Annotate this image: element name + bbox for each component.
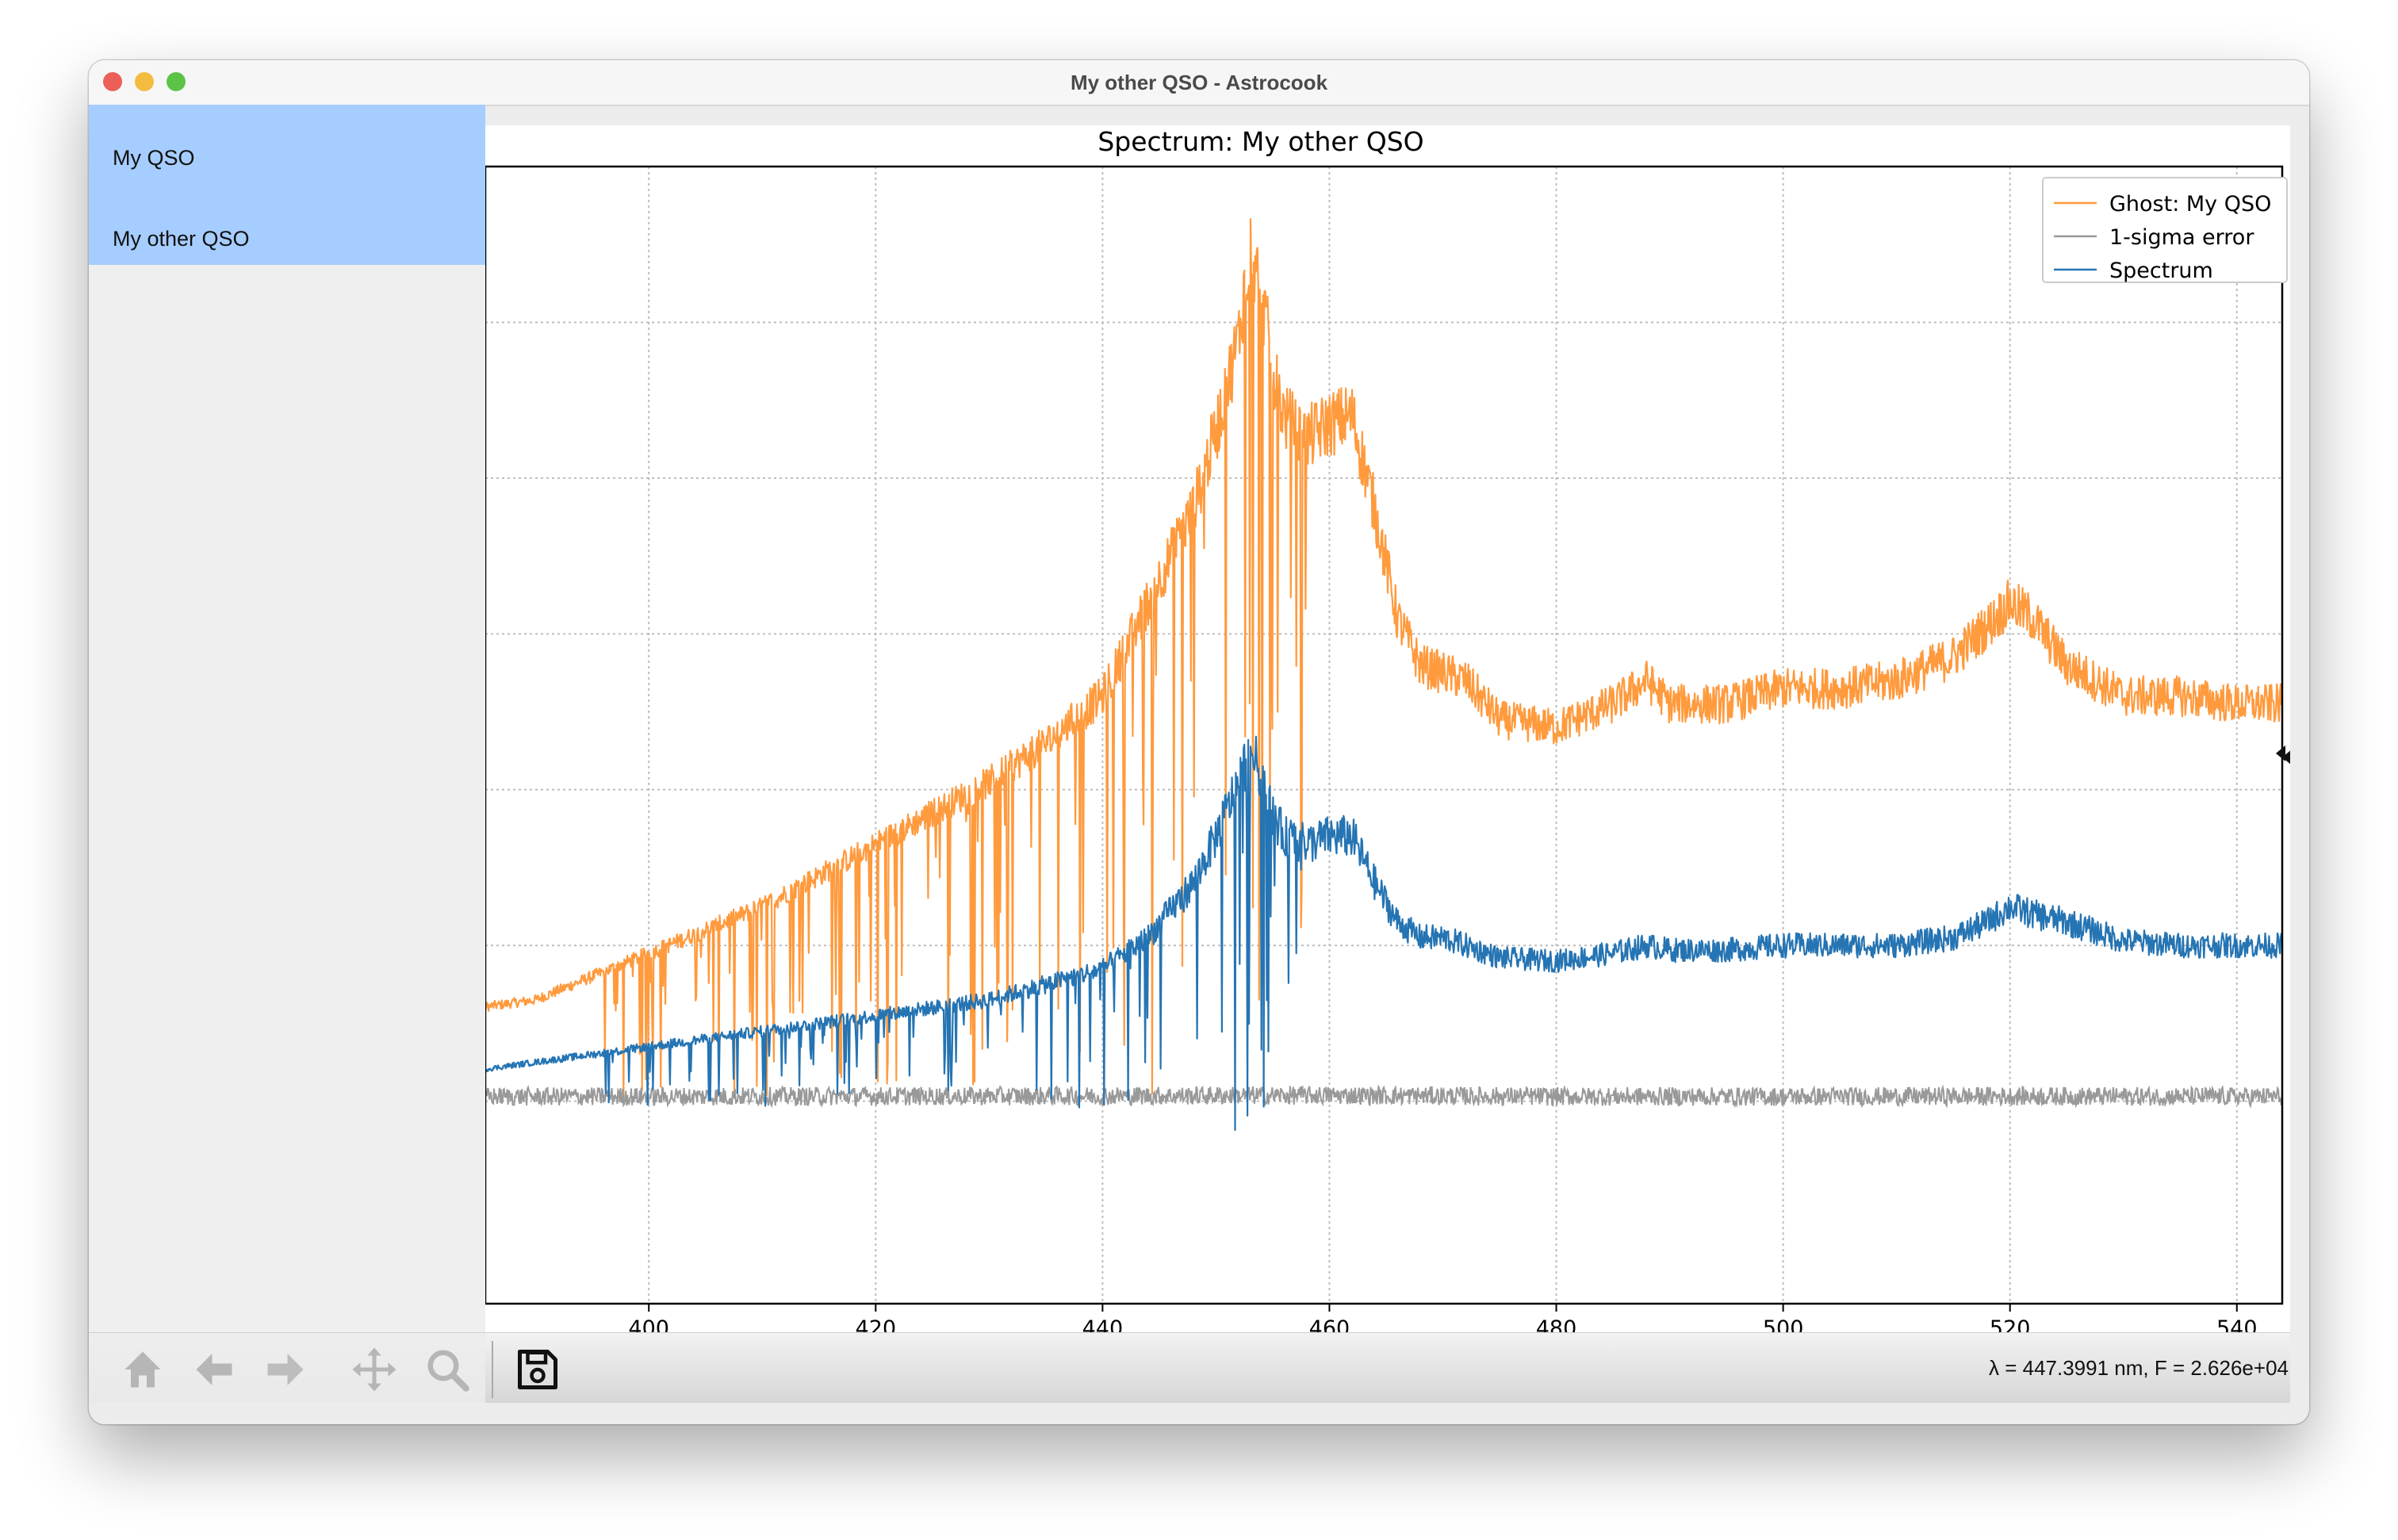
chart-title: Spectrum: My other QSO — [1097, 126, 1423, 157]
hidden-plot-panel — [89, 105, 485, 1381]
legend-label: 1-sigma error — [2109, 225, 2254, 250]
legend-label: Ghost: My QSO — [2109, 192, 2271, 216]
spectrum-figure: 400420440460480500520540Wavelength (λ, n… — [485, 125, 2290, 1381]
series-line-1-sigma-error — [485, 1084, 2282, 1109]
plot-area — [485, 218, 2282, 1132]
legend: Ghost: My QSO 1-sigma error Spectrum — [2042, 177, 2288, 283]
close-window-button[interactable] — [103, 72, 122, 91]
toolbar-separator — [492, 1341, 493, 1398]
hidden-toolbar-region — [89, 1333, 485, 1403]
series-line-ghost-my-qso — [485, 218, 2282, 1101]
legend-label: Spectrum — [2109, 259, 2213, 283]
session-item-my-other-qso[interactable]: My other QSO — [113, 227, 250, 251]
session-item-my-qso[interactable]: My QSO — [113, 146, 195, 170]
spectrum-plot[interactable]: 400420440460480500520540Wavelength (λ, n… — [485, 125, 2290, 1381]
legend-box — [2042, 177, 2288, 283]
maximize-window-button[interactable] — [167, 72, 186, 91]
app-window: My other QSO - Astrocook My QSO My other… — [89, 60, 2309, 1424]
cursor-coordinates: λ = 447.3991 nm, F = 2.626e+04 — [1988, 1356, 2289, 1380]
series-line-spectrum — [485, 735, 2282, 1132]
forward-icon[interactable] — [262, 1346, 309, 1393]
back-icon[interactable] — [190, 1346, 238, 1393]
plot-toolbar: λ = 447.3991 nm, F = 2.626e+04 — [89, 1332, 2290, 1403]
collapse-right-arrow-icon — [2282, 750, 2290, 764]
session-list: My QSO My other QSO — [89, 105, 485, 265]
zoom-icon[interactable] — [423, 1346, 471, 1393]
pan-icon[interactable] — [351, 1346, 398, 1393]
axes-frame — [485, 165, 2284, 1305]
window-title: My other QSO - Astrocook — [1070, 71, 1328, 94]
save-icon[interactable] — [514, 1346, 561, 1393]
title-bar: My other QSO - Astrocook — [89, 60, 2309, 106]
home-icon[interactable] — [119, 1346, 167, 1393]
minimize-window-button[interactable] — [135, 72, 154, 91]
right-arrow-marker — [2276, 745, 2285, 761]
